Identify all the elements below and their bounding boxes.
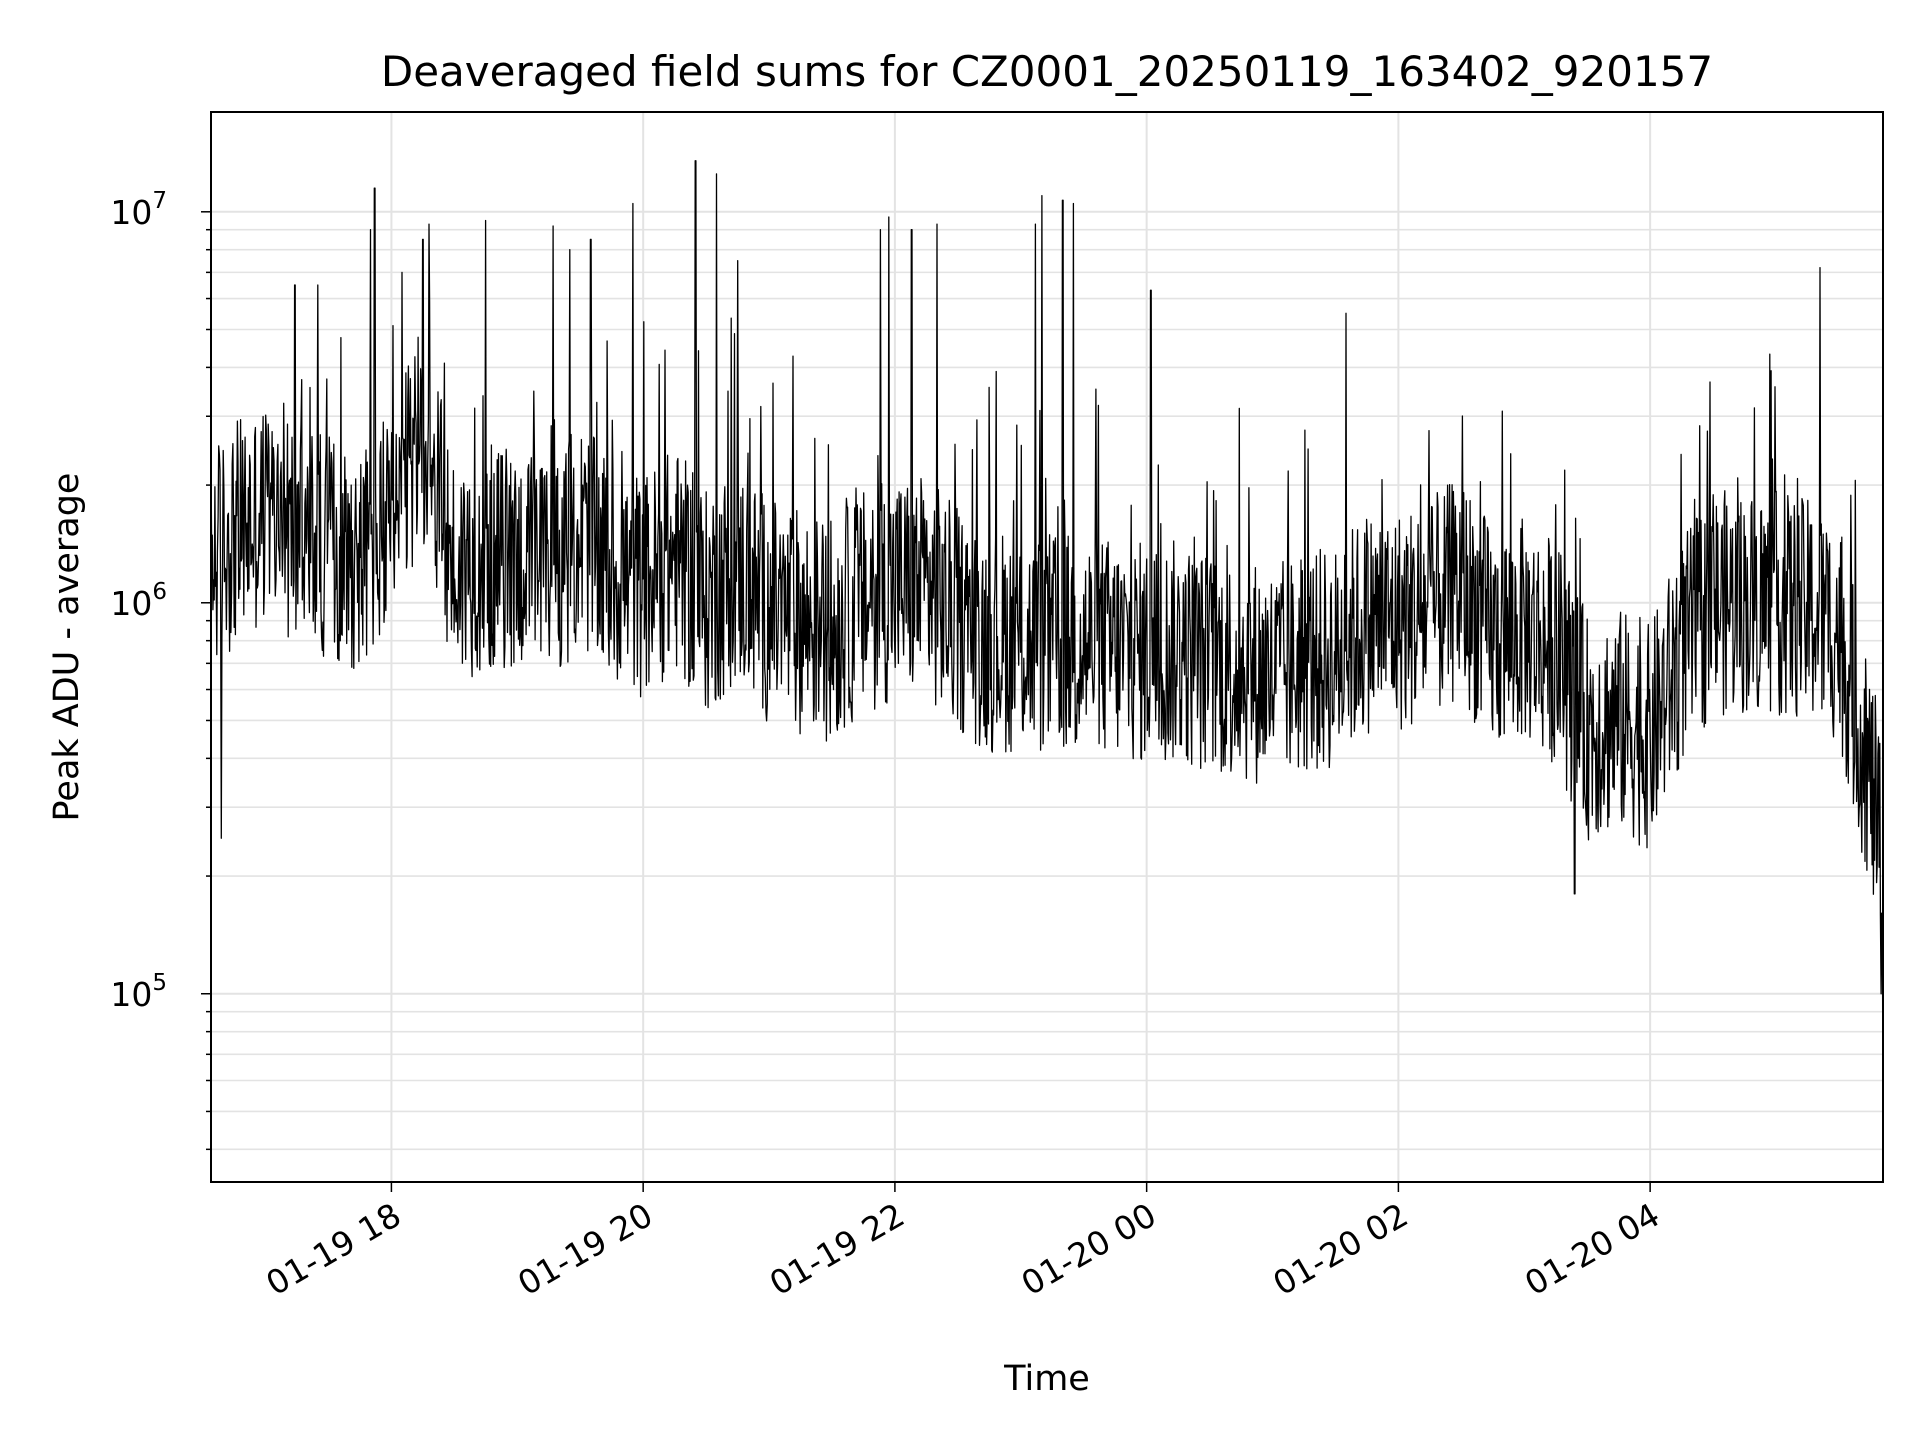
y-tick-label: 105 [110, 970, 167, 1014]
y-tick-label: 106 [110, 579, 167, 623]
y-tick-label: 107 [110, 188, 167, 232]
series-line [210, 160, 1884, 1138]
plot-area [210, 160, 1884, 1138]
x-axis-label: Time [1003, 1359, 1090, 1399]
y-axis-label: Peak ADU - average [47, 473, 87, 822]
plot-frame [210, 111, 1884, 1183]
chart-title: Deaveraged field sums for CZ0001_2025011… [381, 47, 1713, 96]
